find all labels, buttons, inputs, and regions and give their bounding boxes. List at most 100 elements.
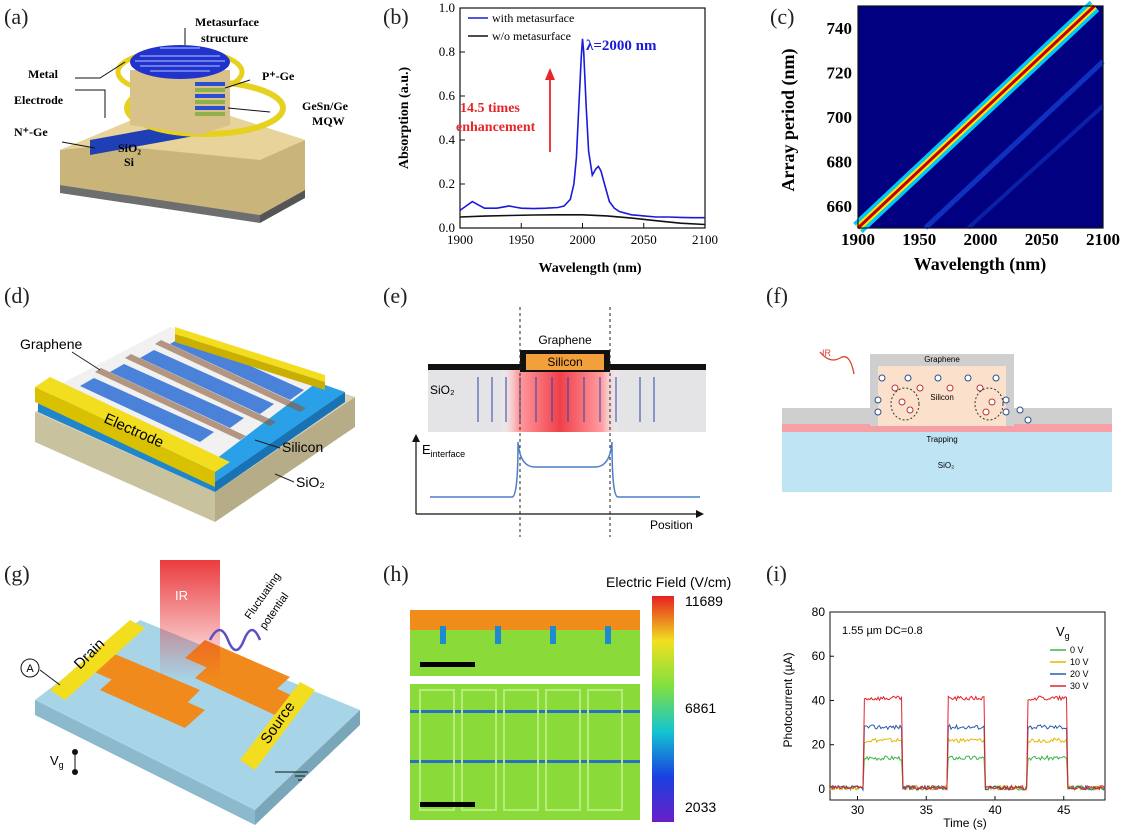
e-field-arrows — [477, 377, 655, 422]
i-legend-label-2: 20 V — [1070, 669, 1089, 679]
f-holes — [891, 384, 996, 416]
i-y-tick-label: 0 — [818, 782, 825, 796]
f-label-graphene: Graphene — [924, 355, 960, 364]
b-x-axis-label: Wavelength (nm) — [538, 261, 641, 276]
i-y-tick-label: 80 — [812, 605, 826, 619]
b-y-tick-label: 0.6 — [439, 88, 456, 103]
h-colorbar — [652, 596, 674, 822]
i-series-line-0 — [829, 754, 1106, 792]
panel-b-absorption-chart: 1900 1950 2000 2050 2100 0.0 0.2 0.4 0.6 0.8 1.0 W… — [397, 0, 718, 276]
i-title: 1.55 µm DC=0.8 — [842, 625, 923, 637]
c-x-tick-label: 1950 — [902, 230, 936, 249]
b-y-tick-label: 0.2 — [439, 176, 455, 191]
h-bottom-gridlines — [410, 710, 640, 763]
d-label-graphene: Graphene — [20, 336, 82, 352]
label-n-ge: N⁺-Ge — [14, 125, 48, 139]
c-y-axis-label: Array period (nm) — [778, 49, 799, 192]
metasurface-pattern — [135, 47, 225, 72]
c-x-tick-label: 1900 — [841, 230, 875, 249]
b-x-tick-label: 1950 — [508, 232, 534, 247]
g-label-vg: Vg — [50, 753, 64, 770]
d-substrate-right — [215, 397, 355, 522]
panel-label-e: (e) — [383, 283, 408, 308]
g-label-ammeter: A — [26, 663, 34, 675]
c-x-tick-label: 2000 — [964, 230, 998, 249]
panel-c-heatmap: 1900 1950 2000 2050 2100 660 680 700 720 740 Wave… — [778, 0, 1120, 275]
c-tertiary-band — [966, 104, 1105, 230]
g-label-ir: IR — [175, 588, 188, 603]
b-enhancement-line1: 14.5 times — [460, 101, 520, 116]
i-x-tick-label: 35 — [920, 803, 934, 817]
b-peak-annotation: λ=2000 nm — [586, 38, 657, 54]
i-x-axis-label: Time (s) — [943, 816, 987, 830]
i-x-tick-label: 40 — [988, 803, 1002, 817]
f-label-trapping: Trapping — [926, 435, 957, 444]
c-x-tick-label: 2050 — [1025, 230, 1059, 249]
panel-label-i: (i) — [766, 561, 787, 586]
b-y-axis-label: Absorption (a.u.) — [397, 67, 412, 170]
i-y-tick-label: 40 — [812, 693, 826, 707]
h-top-scalebar — [420, 662, 475, 667]
g-source-electrode — [240, 682, 315, 770]
i-plot-frame — [829, 611, 1106, 801]
g-ground-icon — [292, 771, 308, 781]
label-si: Si — [124, 155, 135, 169]
b-enhancement-arrowhead — [545, 68, 555, 80]
panel-i-photocurrent-chart: 30 35 40 45 0 20 40 60 80 0 V 10 V 20 V 30 V Time (s… — [781, 605, 1106, 830]
i-legend-label-3: 30 V — [1070, 681, 1089, 691]
c-resonance-core — [856, 4, 1096, 230]
b-legend-without: w/o metasurface — [492, 29, 571, 43]
f-label-sio2: SiO₂ — [938, 461, 954, 470]
g-fluctuating-wave — [208, 628, 262, 652]
b-y-tick-label: 0.8 — [439, 44, 455, 59]
i-y-tick-label: 60 — [812, 649, 826, 663]
i-legend-title: Vg — [1056, 624, 1070, 641]
i-x-tick-label: 30 — [851, 803, 865, 817]
c-y-tick-label: 660 — [827, 197, 853, 216]
g-ammeter-icon — [20, 658, 40, 678]
d-label-silicon: Silicon — [282, 439, 323, 455]
panel-label-b: (b) — [383, 4, 409, 29]
e-label-silicon: Silicon — [547, 355, 582, 369]
label-electrode: Electrode — [14, 93, 64, 107]
panel-f-trapping-schematic: IR Graphene Silicon Trapping SiO₂ — [782, 348, 1112, 492]
e-silicon-block — [526, 354, 604, 370]
panel-label-c: (c) — [770, 4, 795, 29]
b-x-tick-label: 1900 — [447, 232, 473, 247]
metasurface-disk — [130, 45, 230, 79]
f-silicon-block — [878, 366, 1006, 426]
e-label-sio2: SiO₂ — [430, 383, 455, 397]
panel-label-f: (f) — [766, 283, 788, 308]
c-y-tick-label: 740 — [827, 19, 853, 38]
b-y-tick-label: 0.4 — [439, 132, 456, 147]
label-structure: structure — [201, 31, 249, 45]
i-series-line-2 — [829, 723, 1106, 792]
c-y-tick-label: 720 — [827, 64, 853, 83]
b-x-tick-label: 2050 — [631, 232, 657, 247]
c-y-tick-label: 680 — [827, 152, 853, 171]
panel-label-d: (d) — [4, 283, 30, 308]
panel-h-field-maps: Electric Field (V/cm) 11689 6861 2033 — [410, 574, 731, 822]
d-label-sio2: SiO₂ — [296, 474, 325, 490]
si-layer-side — [260, 190, 305, 223]
f-label-silicon: Silicon — [930, 393, 954, 402]
i-legend-label-1: 10 V — [1070, 657, 1089, 667]
c-secondary-band — [923, 59, 1105, 230]
b-enhancement-line2: enhancement — [456, 120, 536, 135]
i-series-line-1 — [829, 737, 1106, 791]
h-colorbar-title: Electric Field (V/cm) — [606, 574, 731, 590]
h-colorbar-min: 2033 — [685, 799, 716, 815]
panel-label-g: (g) — [4, 561, 30, 586]
f-ir-wave — [819, 351, 855, 375]
i-x-tick-label: 45 — [1057, 803, 1071, 817]
label-mqw: MQW — [312, 114, 345, 128]
g-ir-beam — [160, 560, 220, 680]
c-y-tick-label: 700 — [827, 108, 853, 127]
e-field-profile — [430, 441, 700, 498]
h-colorbar-max: 11689 — [685, 593, 723, 609]
h-colorbar-mid: 6861 — [685, 700, 716, 716]
e-field-glow — [500, 370, 620, 432]
f-sio2 — [782, 427, 1112, 492]
c-x-axis-label: Wavelength (nm) — [914, 254, 1047, 275]
panel-g-phototransistor: IR Fluctuating potential Drain Source A … — [20, 560, 360, 825]
